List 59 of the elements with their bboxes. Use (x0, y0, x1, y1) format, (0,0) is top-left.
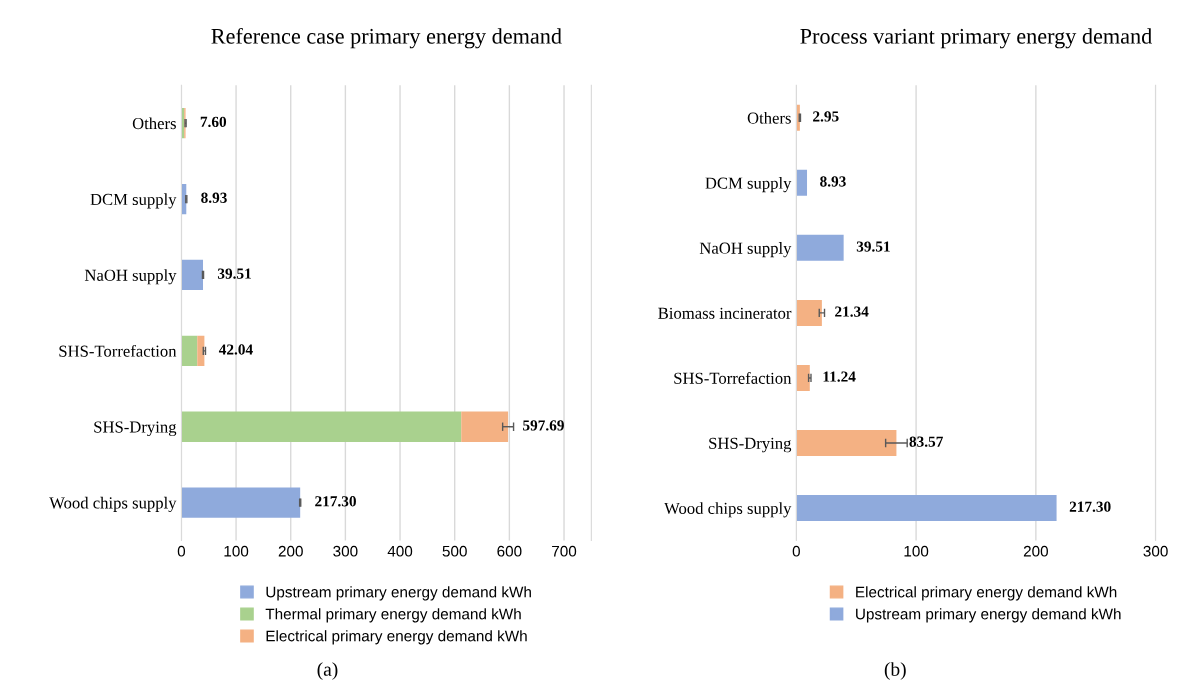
text: (a) (317, 662, 338, 680)
bar (796, 299, 822, 326)
y-tick-label: Wood chips supply (664, 502, 792, 518)
y-tick-label: Biomass incinerator (658, 307, 792, 319)
x-tick-label: 200 (278, 545, 303, 557)
total-label: 21.34 (835, 306, 869, 317)
bar (796, 364, 810, 391)
y-tick-label: NaOH supply (699, 242, 792, 258)
total-label: 7.60 (200, 116, 227, 128)
total-label: 83.57 (909, 436, 943, 447)
legend-label: Electrical primary energy demand kWh (266, 630, 527, 645)
y-tick-label: DCM supply (705, 177, 792, 193)
legend-label: Upstream primary energy demand kWh (266, 586, 531, 601)
x-tick-label: 500 (442, 545, 467, 557)
x-tick-label: 100 (904, 545, 929, 557)
legend-label: Thermal primary energy demand kWh (265, 608, 521, 623)
bar (796, 429, 897, 456)
bar (181, 335, 198, 367)
total-label: 217.30 (315, 496, 356, 507)
y-tick-label: SHS-Drying (709, 437, 792, 453)
legend-label: Upstream primary energy demand kWh (856, 608, 1121, 623)
y-tick-label: SHS-Drying (94, 421, 177, 437)
bar (796, 234, 844, 261)
x-tick-label: 600 (497, 545, 522, 557)
total-label: 8.93 (201, 192, 227, 203)
chart-title: Process variant primary energy demand (800, 28, 1152, 49)
total-label: 2.95 (813, 111, 839, 122)
y-tick-label: Wood chips supply (49, 496, 177, 512)
bar (181, 259, 204, 291)
total-label: 42.04 (218, 344, 253, 355)
x-tick-label: 700 (552, 545, 577, 557)
bar (461, 411, 509, 442)
total-label: 597.69 (523, 420, 564, 431)
y-tick-label: SHS-Torrefaction (674, 371, 792, 384)
total-label: 39.51 (217, 268, 251, 279)
total-label: 217.30 (1069, 501, 1111, 512)
bar (181, 487, 301, 518)
y-tick-label: Others (132, 117, 176, 130)
bar (796, 495, 1057, 522)
x-tick-label: 0 (177, 545, 186, 557)
text: (b) (884, 662, 906, 680)
x-tick-label: 100 (224, 545, 249, 557)
x-tick-label: 300 (1143, 545, 1168, 557)
x-tick-label: 0 (792, 545, 800, 557)
x-tick-label: 200 (1023, 545, 1048, 557)
total-label: 39.51 (856, 241, 890, 252)
bar (197, 335, 205, 367)
y-tick-label: SHS-Torrefaction (59, 344, 177, 357)
x-tick-label: 400 (387, 545, 413, 557)
total-label: 11.24 (823, 371, 856, 382)
bar (181, 411, 462, 442)
y-tick-label: Others (747, 111, 791, 124)
chart-title: Reference case primary energy demand (211, 27, 562, 49)
y-tick-label: DCM supply (90, 193, 177, 209)
y-tick-label: NaOH supply (84, 269, 177, 285)
bar (796, 169, 808, 196)
x-tick-label: 300 (333, 545, 358, 557)
total-label: 8.93 (820, 176, 846, 187)
legend-label: Electrical primary energy demand kWh (856, 586, 1117, 601)
